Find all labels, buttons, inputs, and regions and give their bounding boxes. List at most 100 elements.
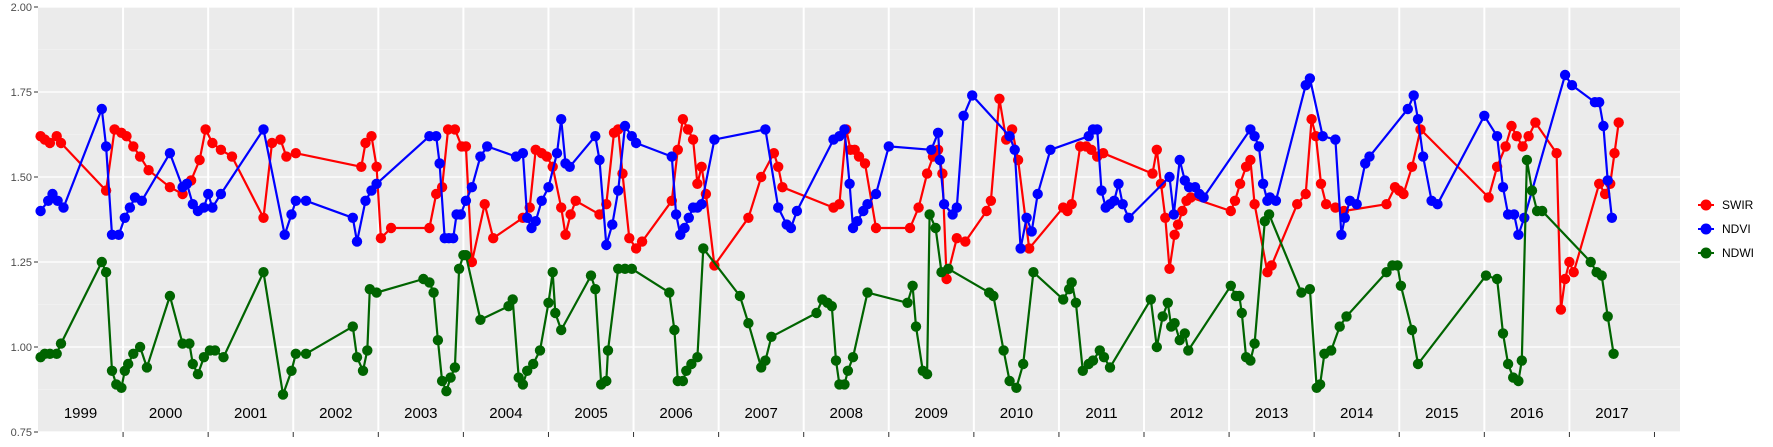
data-point: [431, 188, 442, 200]
data-point: [556, 202, 567, 213]
data-point: [1300, 188, 1311, 200]
data-point: [791, 205, 803, 217]
data-point: [760, 355, 771, 366]
data-point: [926, 144, 937, 155]
data-point: [921, 369, 933, 380]
data-point: [1526, 185, 1538, 196]
year-label: 2015: [1425, 405, 1458, 422]
data-point: [424, 277, 435, 288]
data-point: [1568, 267, 1579, 278]
data-point: [1087, 355, 1099, 366]
data-point: [594, 209, 605, 220]
data-point: [181, 178, 193, 189]
data-point: [743, 212, 754, 223]
data-point: [556, 324, 567, 336]
data-point: [1320, 199, 1332, 210]
data-point: [1234, 178, 1246, 189]
data-point: [960, 236, 971, 247]
year-label: 2014: [1340, 405, 1373, 422]
data-point: [1168, 209, 1180, 220]
data-point: [534, 345, 546, 356]
year-label: 2000: [149, 405, 182, 422]
data-point: [842, 365, 854, 376]
data-point: [1339, 212, 1351, 223]
data-point: [1497, 182, 1509, 193]
data-point: [1066, 277, 1077, 288]
data-point: [51, 348, 62, 359]
data-point: [830, 355, 842, 366]
data-point: [1077, 365, 1089, 376]
data-point: [1151, 144, 1163, 155]
data-point: [200, 124, 211, 135]
data-point: [119, 212, 130, 223]
data-point: [1169, 318, 1180, 329]
series-swir: [35, 93, 1624, 315]
data-point: [1270, 195, 1282, 206]
data-point: [907, 280, 918, 291]
data-point: [1253, 141, 1265, 152]
data-point: [453, 263, 465, 274]
data-point: [449, 362, 461, 373]
data-point: [356, 161, 367, 172]
data-point: [1157, 311, 1168, 322]
data-point: [760, 124, 771, 135]
data-point: [96, 103, 108, 115]
data-point: [1145, 294, 1157, 305]
year-label: 2008: [830, 405, 863, 422]
data-point: [1608, 348, 1619, 359]
data-point: [951, 233, 962, 244]
data-point: [226, 151, 238, 162]
data-point: [930, 222, 941, 234]
data-point: [1229, 195, 1241, 206]
data-point: [121, 131, 132, 142]
data-point: [1412, 114, 1424, 125]
series-layer: [35, 69, 1624, 400]
y-tick-label: 1.25: [11, 257, 32, 269]
data-point: [209, 345, 221, 356]
data-point: [215, 188, 227, 200]
data-point: [1408, 90, 1419, 101]
data-point: [134, 341, 146, 353]
data-point: [967, 90, 978, 101]
data-point: [536, 195, 547, 206]
data-point: [1330, 134, 1341, 145]
data-point: [551, 148, 563, 159]
data-point: [1602, 175, 1613, 186]
year-separators: 1999 2000 2001 2002 2003 2004 2005 2006 2007 2008…: [64, 7, 1655, 437]
data-point: [1021, 212, 1032, 223]
data-point: [143, 165, 154, 176]
data-point: [870, 222, 882, 234]
data-point: [590, 284, 601, 295]
data-point: [686, 358, 697, 370]
data-point: [1098, 148, 1109, 159]
data-point: [1555, 304, 1567, 315]
data-point: [1198, 192, 1209, 203]
data-point: [466, 256, 478, 268]
data-point: [1028, 267, 1039, 278]
data-point: [541, 151, 552, 162]
data-point: [564, 161, 575, 172]
data-point: [1519, 212, 1530, 223]
data-point: [696, 161, 707, 172]
data-point: [441, 386, 452, 397]
data-point: [570, 195, 581, 206]
data-point: [607, 219, 618, 230]
year-label: 2009: [915, 405, 948, 422]
data-point: [859, 158, 871, 169]
data-point: [619, 120, 631, 132]
data-point: [1530, 117, 1541, 128]
legend-label: NDVI: [1722, 222, 1751, 236]
data-point: [1174, 154, 1185, 166]
data-point: [1537, 205, 1548, 217]
data-point: [1147, 168, 1158, 179]
data-point: [1341, 311, 1352, 322]
data-point: [436, 375, 448, 387]
data-point: [366, 131, 377, 142]
data-point: [1104, 362, 1116, 373]
data-point: [194, 154, 205, 166]
data-point: [1334, 321, 1345, 332]
data-point: [1500, 141, 1511, 152]
data-point: [1599, 188, 1611, 200]
year-label: 2016: [1510, 405, 1543, 422]
data-point: [528, 358, 539, 370]
